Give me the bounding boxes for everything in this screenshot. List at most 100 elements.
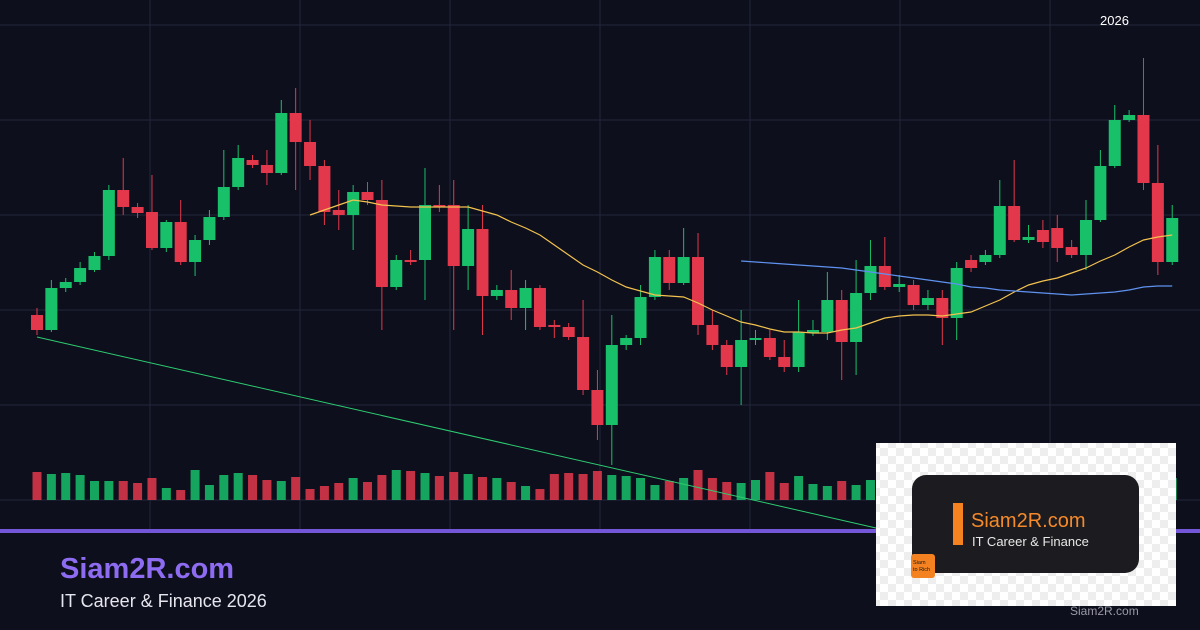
volume-bar	[46, 474, 56, 500]
candle-body	[1008, 206, 1021, 240]
year-label: 2026	[1100, 13, 1129, 28]
candle-body	[160, 222, 173, 248]
candle-body	[404, 260, 417, 262]
candle-body	[260, 165, 273, 173]
moving-average	[741, 260, 1173, 296]
candle-body	[950, 268, 963, 318]
volume-bar	[190, 470, 200, 500]
volume-bar	[492, 478, 502, 500]
candle-body	[476, 229, 489, 296]
candle-body	[1123, 115, 1136, 120]
candle-body	[490, 290, 503, 296]
volume-bar	[535, 489, 545, 500]
volume-bar	[636, 478, 646, 500]
candle-body	[59, 282, 72, 288]
volume-bar	[161, 488, 171, 500]
volume-bar	[822, 486, 832, 500]
logo-panel	[912, 475, 1139, 573]
candle-body	[390, 260, 403, 287]
volume-bar	[61, 473, 71, 500]
candle-body	[821, 300, 834, 332]
candle-body	[519, 288, 532, 308]
candle-body	[735, 340, 748, 367]
candle-body	[1151, 183, 1164, 262]
divider	[0, 529, 1200, 533]
volume-bar	[794, 476, 804, 500]
volume-bar	[851, 485, 861, 500]
candle-body	[131, 207, 144, 213]
candle-body	[577, 337, 590, 390]
candle-body	[203, 217, 216, 240]
candle-body	[88, 256, 101, 270]
candle-body	[45, 288, 58, 330]
volume-bar	[779, 483, 789, 500]
volume-bar	[262, 480, 272, 500]
volume-bar	[319, 486, 329, 500]
volume-bar	[363, 482, 373, 500]
candle-body	[102, 190, 115, 256]
candle-body	[31, 315, 43, 330]
candle-body	[634, 297, 647, 338]
volume-bar	[348, 478, 358, 500]
candle-body	[505, 290, 518, 308]
volume-bar	[248, 475, 258, 500]
logo-subtitle: IT Career & Finance	[972, 534, 1089, 549]
volume-bar	[32, 472, 42, 500]
candle-body	[304, 142, 317, 166]
volume-bar	[549, 474, 559, 500]
candle-body	[174, 222, 187, 262]
volume-bar	[765, 472, 775, 500]
candle-body	[418, 205, 431, 260]
brand-subtitle: IT Career & Finance 2026	[60, 591, 267, 611]
volume-bar	[521, 486, 531, 500]
candle-body	[275, 113, 288, 173]
volume-bar	[133, 483, 143, 500]
volume-bar	[837, 481, 847, 500]
footer-label: Siam2R.com	[1070, 604, 1139, 618]
volume-bar	[463, 474, 473, 500]
candle-body	[1137, 115, 1150, 183]
volume-bar	[104, 481, 114, 500]
candle-body	[1051, 228, 1064, 248]
volume-bar	[607, 475, 617, 500]
candle-body	[921, 298, 934, 305]
candle-body	[462, 229, 475, 266]
badge-text: Siam	[913, 560, 926, 566]
volume-bar	[147, 478, 157, 500]
logo-title: Siam2R.com	[971, 510, 1085, 532]
volume-bar	[334, 483, 344, 500]
volume-bar	[808, 484, 818, 500]
volume-bar	[477, 477, 487, 500]
volume-bar	[506, 482, 516, 500]
candle-body	[318, 166, 331, 212]
candle-body	[864, 266, 877, 293]
candle-body	[778, 357, 791, 367]
candle-body	[850, 293, 863, 342]
logo-bar	[953, 503, 963, 545]
candle-body	[447, 205, 460, 266]
candle-body	[993, 206, 1006, 255]
candle-body	[749, 338, 762, 340]
volume-bar	[751, 480, 760, 500]
volume-bar	[434, 476, 444, 500]
logo-card: Siam2R.com IT Career & Finance Siam to R…	[876, 443, 1176, 606]
candle-body	[1065, 247, 1078, 255]
candle-body	[246, 160, 259, 165]
candle-body	[677, 257, 690, 283]
grid	[0, 0, 1200, 530]
badge-text: to Rich	[913, 567, 930, 573]
candle-body	[145, 212, 158, 248]
candle-body	[1080, 220, 1093, 255]
volume-bar	[650, 485, 660, 500]
volume-bar	[219, 475, 229, 500]
candle-body	[936, 298, 949, 318]
volume-bar	[291, 477, 301, 500]
candle-body	[289, 113, 302, 142]
volume-bar	[406, 471, 416, 500]
candle-body	[835, 300, 848, 342]
candle-body	[232, 158, 245, 187]
volume-bar	[449, 472, 459, 500]
trend-line	[36, 336, 885, 530]
volume-bar	[664, 481, 674, 500]
candle-body	[806, 330, 819, 333]
